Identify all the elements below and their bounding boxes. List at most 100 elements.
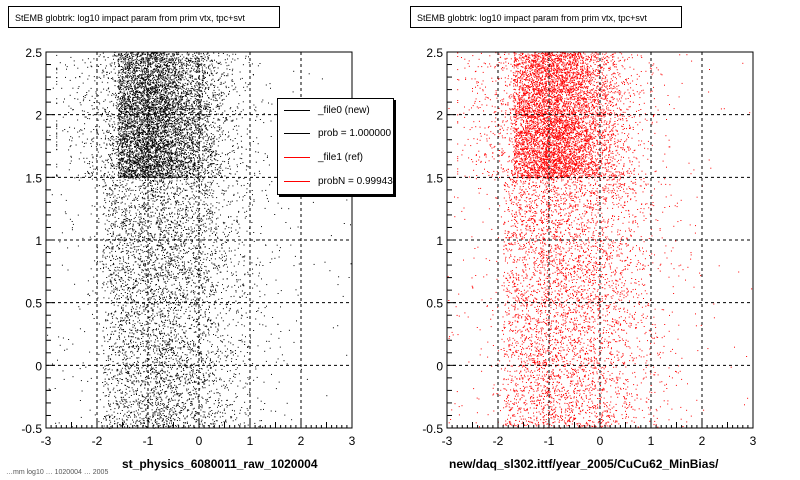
scatter-point	[205, 67, 207, 69]
scatter-point	[180, 95, 182, 97]
scatter-point	[152, 93, 154, 95]
scatter-point	[163, 155, 165, 157]
scatter-point	[70, 136, 72, 138]
scatter-point	[154, 71, 155, 73]
scatter-point	[162, 158, 164, 160]
scatter-point	[132, 114, 134, 116]
scatter-point	[161, 75, 163, 77]
scatter-point	[166, 121, 168, 123]
scatter-point	[159, 153, 161, 155]
scatter-point	[166, 105, 168, 107]
scatter-point	[165, 102, 167, 104]
scatter-point	[167, 73, 169, 75]
scatter-point	[146, 133, 147, 135]
scatter-point	[137, 159, 139, 161]
scatter-point	[126, 114, 128, 116]
scatter-point	[196, 127, 198, 129]
scatter-point	[194, 86, 196, 88]
scatter-point	[108, 130, 110, 132]
scatter-point	[118, 76, 120, 78]
scatter-point	[199, 150, 201, 152]
scatter-point	[117, 165, 119, 167]
scatter-point	[172, 140, 174, 142]
scatter-point	[153, 69, 155, 71]
scatter-point	[145, 73, 147, 75]
scatter-point	[162, 165, 164, 167]
scatter-point	[184, 114, 186, 116]
scatter-point	[254, 109, 256, 111]
scatter-point	[154, 100, 156, 102]
scatter-point	[145, 167, 147, 169]
scatter-point	[188, 161, 190, 162]
scatter-point	[177, 137, 179, 139]
scatter-point	[135, 154, 137, 156]
scatter-point	[218, 172, 220, 174]
scatter-point	[117, 61, 119, 63]
scatter-point	[160, 61, 162, 63]
scatter-point	[85, 175, 87, 177]
scatter-point	[168, 105, 170, 107]
scatter-point	[86, 138, 88, 140]
scatter-point	[172, 86, 174, 88]
scatter-point	[158, 53, 160, 55]
scatter-point	[137, 75, 139, 77]
scatter-point	[156, 86, 158, 88]
scatter-point	[132, 168, 134, 170]
scatter-point	[159, 159, 161, 161]
scatter-point	[186, 133, 188, 135]
scatter-point	[235, 125, 237, 127]
scatter-point	[114, 62, 116, 64]
scatter-point	[189, 92, 191, 94]
scatter-point	[145, 65, 146, 67]
scatter-point	[145, 82, 147, 84]
scatter-point	[225, 167, 227, 169]
scatter-point	[167, 83, 169, 85]
scatter-point	[156, 164, 158, 166]
scatter-point	[159, 104, 161, 105]
scatter-point	[107, 138, 109, 139]
scatter-point	[137, 91, 138, 93]
scatter-point	[135, 90, 136, 92]
scatter-point	[163, 90, 165, 92]
scatter-point	[165, 164, 167, 166]
scatter-point	[121, 164, 123, 166]
scatter-point	[180, 124, 182, 126]
scatter-point	[146, 145, 147, 147]
scatter-point	[122, 95, 124, 97]
scatter-point	[135, 116, 137, 118]
scatter-point	[109, 154, 111, 156]
scatter-point	[185, 66, 187, 68]
scatter-point	[75, 77, 77, 79]
scatter-point	[199, 103, 201, 105]
scatter-point	[173, 99, 175, 101]
scatter-point	[124, 68, 126, 70]
scatter-point	[160, 125, 161, 127]
scatter-point	[139, 110, 141, 112]
scatter-point	[180, 62, 182, 64]
scatter-point	[204, 77, 206, 78]
scatter-point	[141, 162, 143, 164]
scatter-point	[183, 102, 185, 104]
scatter-point	[194, 101, 195, 103]
scatter-point	[168, 133, 170, 135]
scatter-point	[56, 83, 58, 85]
scatter-point	[120, 110, 122, 112]
scatter-point	[165, 92, 167, 94]
scatter-point	[157, 91, 158, 93]
scatter-point	[148, 152, 150, 154]
scatter-point	[144, 173, 146, 175]
scatter-point	[146, 75, 148, 77]
scatter-point	[133, 69, 135, 71]
scatter-point	[117, 128, 119, 129]
scatter-point	[153, 175, 155, 177]
scatter-point	[192, 138, 194, 140]
scatter-point	[139, 91, 141, 93]
scatter-point	[181, 65, 183, 67]
scatter-point	[137, 90, 139, 92]
scatter-point	[167, 139, 169, 141]
scatter-point	[146, 116, 148, 118]
scatter-point	[130, 96, 131, 98]
scatter-point	[62, 116, 64, 118]
scatter-point	[206, 129, 208, 130]
scatter-point	[180, 151, 182, 153]
